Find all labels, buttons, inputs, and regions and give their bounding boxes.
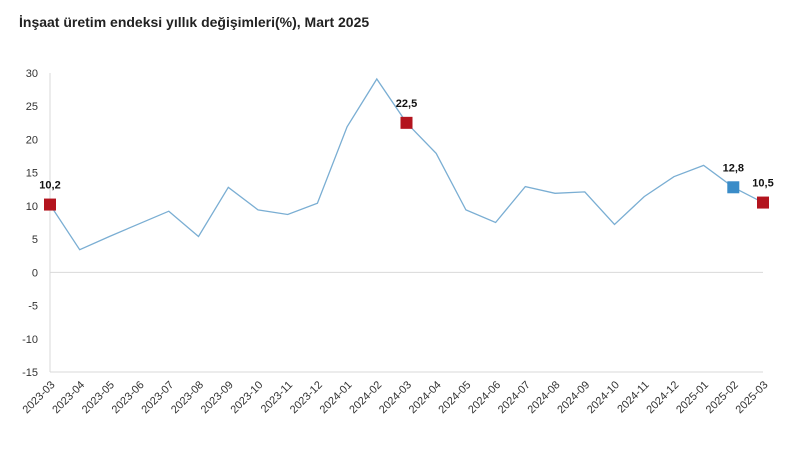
y-tick-label: -15 [22, 367, 38, 379]
x-axis: 2023-032023-042023-052023-062023-072023-… [21, 371, 771, 416]
x-tick-label: 2023-10 [228, 379, 265, 416]
y-tick-label: 20 [26, 134, 38, 146]
y-axis: 30 25 20 15 10 5 0 -5 -10 -15 [22, 68, 763, 379]
highlight-marker [400, 116, 413, 129]
y-tick-label: 15 [26, 168, 38, 180]
highlight-marker [727, 181, 740, 194]
y-tick-label: 30 [26, 68, 38, 80]
chart-title: İnşaat üretim endeksi yıllık değişimleri… [19, 14, 370, 30]
data-label: 22,5 [396, 98, 417, 110]
x-tick-label: 2025-03 [734, 379, 771, 416]
highlight-marker [757, 196, 769, 209]
y-tick-label: 25 [26, 101, 38, 113]
data-label: 10,5 [752, 178, 773, 190]
highlight-marker [44, 198, 56, 211]
data-label: 10,2 [39, 180, 60, 192]
data-label: 12,8 [723, 162, 744, 174]
data-labels: 10,2 22,5 12,8 10,5 [39, 98, 773, 192]
highlight-markers [44, 116, 769, 211]
y-tick-label: -10 [22, 334, 38, 346]
y-tick-label: 5 [32, 234, 38, 246]
y-tick-label: 0 [32, 267, 38, 279]
y-tick-label: -5 [28, 301, 38, 313]
x-tick-label: 2024-10 [585, 379, 622, 416]
y-tick-label: 10 [26, 201, 38, 213]
